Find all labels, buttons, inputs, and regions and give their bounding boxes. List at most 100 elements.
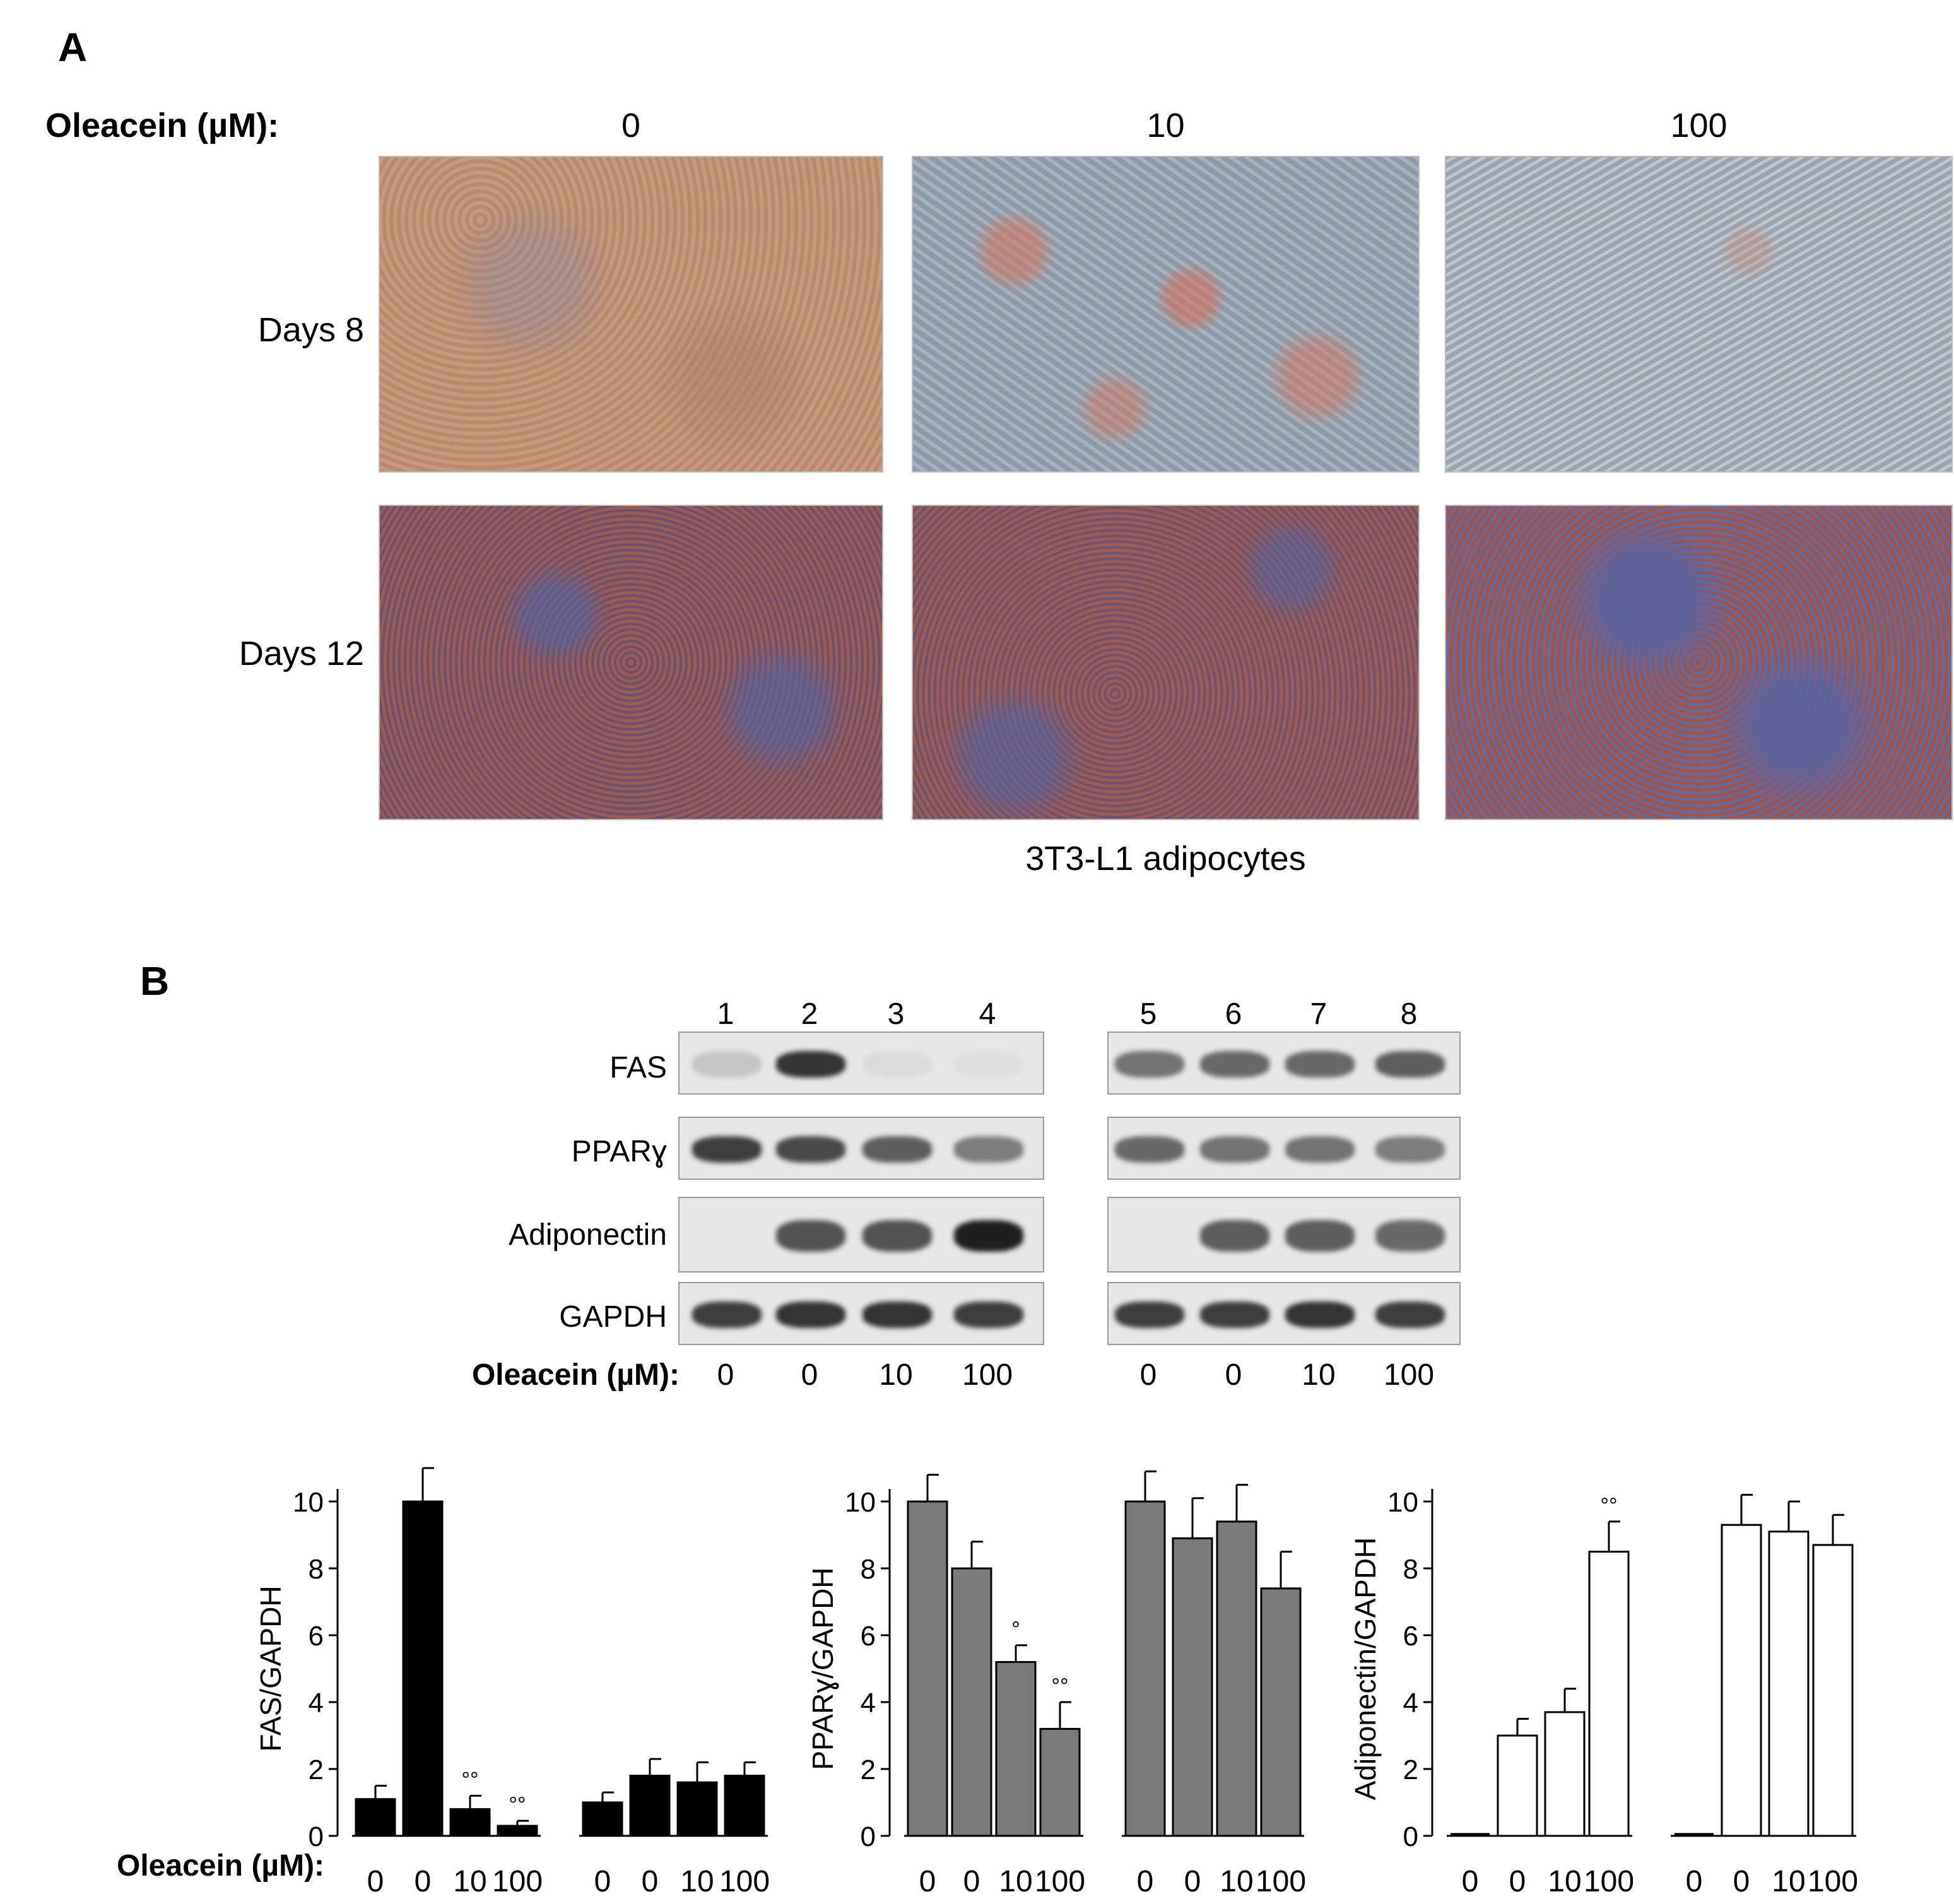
x-tick-label: 0 (1686, 1865, 1703, 1898)
x-tick-label: 100 (492, 1865, 543, 1898)
band (862, 1219, 932, 1252)
concentration-header-0: 0 (621, 107, 641, 144)
bar (1497, 1734, 1538, 1837)
y-tick-label: 2 (861, 1754, 876, 1785)
panel-a-caption: 3T3-L1 adipocytes (1025, 840, 1306, 878)
x-tick-label: 0 (1462, 1865, 1479, 1898)
band (1200, 1302, 1269, 1328)
x-tick-label: 0 (1184, 1865, 1201, 1898)
y-axis-label-0: FAS/GAPDH (254, 1585, 287, 1751)
band (1200, 1219, 1269, 1252)
blot-treatment-label: Oleacein (µM): (471, 1358, 680, 1392)
x-tick-label: 0 (1733, 1865, 1750, 1898)
band (954, 1219, 1023, 1252)
bar (1588, 1551, 1630, 1837)
band (776, 1302, 845, 1328)
lane-number-1: 1 (717, 997, 734, 1031)
bar (1039, 1727, 1081, 1837)
lane-number-8: 8 (1400, 997, 1418, 1031)
bar (355, 1798, 396, 1837)
concentration-header-10: 10 (1146, 107, 1185, 144)
chart-treatment-label: Oleacein (µM): (117, 1849, 325, 1883)
band (862, 1051, 932, 1078)
bar (497, 1825, 538, 1837)
x-tick-label: 10 (1772, 1865, 1805, 1898)
y-tick-label: 6 (309, 1621, 324, 1652)
x-tick-label: 0 (415, 1865, 432, 1898)
x-tick-label: 100 (1035, 1865, 1085, 1898)
y-tick-label: 0 (1403, 1821, 1418, 1852)
bar (676, 1781, 718, 1837)
band (862, 1302, 932, 1328)
blot-2-left (678, 1197, 1044, 1272)
bar (1124, 1500, 1166, 1837)
blot-0-left (678, 1031, 1044, 1095)
y-tick-label: 4 (861, 1688, 876, 1719)
micrograph-day8-10uM (912, 156, 1420, 473)
micrograph-day8-100uM (1445, 156, 1953, 473)
lane-number-4: 4 (979, 997, 996, 1031)
band (776, 1136, 845, 1163)
band (954, 1136, 1023, 1163)
bar (1216, 1520, 1257, 1837)
x-tick-label: 100 (719, 1865, 770, 1898)
blot-dose-lane-4: 100 (962, 1358, 1013, 1392)
blot-dose-lane-8: 100 (1383, 1358, 1435, 1392)
y-tick-label: 10 (293, 1487, 324, 1518)
x-tick-label: 0 (1509, 1865, 1526, 1898)
x-tick-label: 10 (1548, 1865, 1581, 1898)
x-tick-label: 100 (1584, 1865, 1634, 1898)
x-tick-label: 10 (680, 1865, 714, 1898)
x-tick-label: 10 (453, 1865, 486, 1898)
y-tick-label: 8 (309, 1554, 324, 1585)
lane-number-7: 7 (1310, 997, 1327, 1031)
lane-number-2: 2 (801, 997, 818, 1031)
panel-a-treatment-label: Oleacein (µM): (45, 107, 280, 144)
y-tick-label: 10 (845, 1487, 876, 1518)
significance-mark: °° (461, 1768, 478, 1792)
y-tick-label: 8 (1403, 1554, 1418, 1585)
y-tick-label: 10 (1387, 1487, 1418, 1518)
bar (629, 1775, 671, 1837)
band (1115, 1136, 1184, 1163)
bar (1260, 1587, 1302, 1837)
x-tick-label: 0 (642, 1865, 659, 1898)
band (1285, 1136, 1355, 1163)
concentration-header-100: 100 (1670, 107, 1727, 144)
bar (724, 1775, 765, 1837)
band (692, 1051, 762, 1078)
y-tick-label: 0 (861, 1821, 876, 1852)
blot-dose-lane-1: 0 (717, 1358, 734, 1392)
micrograph-day12-0uM (379, 505, 883, 820)
panel-a-letter: A (58, 25, 88, 70)
panel-b-letter: B (140, 958, 170, 1004)
band (954, 1302, 1023, 1328)
y-tick-label: 0 (309, 1821, 324, 1852)
band (1375, 1136, 1445, 1163)
blot-label-ppar-gamma: PPARɣ (571, 1135, 667, 1168)
blot-dose-lane-2: 0 (801, 1358, 818, 1392)
bar (402, 1500, 444, 1837)
lane-number-3: 3 (887, 997, 905, 1031)
significance-mark: °° (509, 1793, 526, 1817)
blot-dose-lane-6: 0 (1225, 1358, 1242, 1392)
x-tick-label: 0 (1137, 1865, 1154, 1898)
bar (907, 1500, 948, 1837)
significance-mark: °° (1051, 1674, 1068, 1698)
bar (951, 1567, 992, 1837)
blot-dose-lane-5: 0 (1139, 1358, 1157, 1392)
blot-label-gapdh: GAPDH (559, 1300, 667, 1334)
x-tick-label: 10 (1220, 1865, 1253, 1898)
bar (1172, 1537, 1213, 1837)
band (1115, 1051, 1184, 1078)
x-tick-label: 0 (919, 1865, 936, 1898)
bar (1721, 1524, 1762, 1837)
x-tick-label: 100 (1256, 1865, 1306, 1898)
bar (1544, 1711, 1586, 1837)
y-tick-label: 8 (861, 1554, 876, 1585)
significance-mark: °° (1600, 1494, 1617, 1518)
significance-mark: ° (1011, 1618, 1020, 1642)
band (692, 1302, 762, 1328)
band (776, 1051, 845, 1078)
lane-number-6: 6 (1225, 997, 1242, 1031)
